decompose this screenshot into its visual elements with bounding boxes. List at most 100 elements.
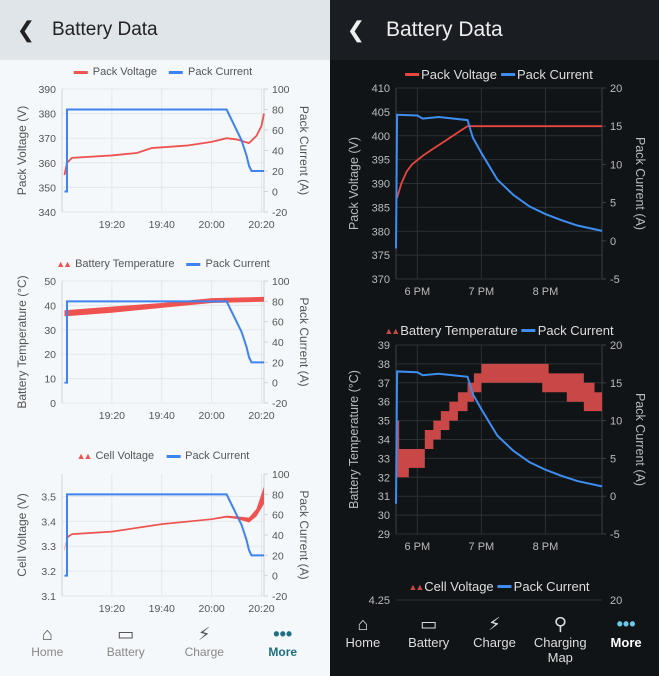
bottom-nav: ⌂ Home ▭ Battery ⚡ Charge ⚲ Charging Map ••• More <box>330 604 659 676</box>
lightning-icon: ⚡ <box>197 624 211 644</box>
y-tick-label: 400 <box>372 131 390 143</box>
legend-label: Pack Current <box>537 323 614 338</box>
x-tick-label: 7 PM <box>469 541 495 553</box>
x-tick-label: 8 PM <box>533 541 559 553</box>
x-tick-label: 19:40 <box>149 603 175 615</box>
voltage-line <box>396 125 602 199</box>
page-title: Battery Data <box>386 18 503 41</box>
y2-axis-label: Pack Current (A) <box>633 137 647 230</box>
nav-item-more[interactable]: ••• More <box>244 614 323 676</box>
y2-tick-label: 60 <box>272 510 284 522</box>
nav-item-charging-map[interactable]: ⚲ Charging Map <box>527 604 593 676</box>
y-axis-label: Cell Voltage (V) <box>15 493 29 576</box>
battery-icon: ▭ <box>420 614 438 634</box>
y-tick-label: 33 <box>378 453 390 465</box>
x-tick-label: 6 PM <box>405 286 431 298</box>
x-tick-label: 20:00 <box>198 219 224 231</box>
y2-tick-label: 20 <box>272 166 284 178</box>
chart-legend: ▲▲ Battery Temperature Pack Current <box>384 323 613 338</box>
y-tick-label: 3.3 <box>41 541 56 553</box>
chevron-left-icon[interactable]: ❮ <box>346 17 366 42</box>
y2-axis-label: Pack Current (A) <box>297 490 311 579</box>
nav-label: Charging Map <box>533 635 587 665</box>
y2-tick-label: 20 <box>610 83 622 95</box>
legend-line-marker <box>497 585 512 588</box>
y-tick-label: 375 <box>372 250 390 262</box>
legend-area-marker: ▲▲ <box>56 259 72 269</box>
legend-label: Pack Current <box>517 67 593 82</box>
y-tick-label: 370 <box>372 274 390 286</box>
nav-item-battery[interactable]: ▭ Battery <box>396 604 462 676</box>
y-tick-label: 370 <box>38 133 56 145</box>
y2-tick-label: 80 <box>272 296 284 308</box>
legend-item[interactable]: Pack Current <box>521 323 614 338</box>
nav-item-home[interactable]: ⌂ Home <box>330 604 396 676</box>
y-axis-label: Battery Temperature (°C) <box>347 370 361 509</box>
y-tick-label: 360 <box>38 158 56 170</box>
y2-tick-label: 0 <box>610 236 616 248</box>
legend-label: Pack Current <box>205 258 270 270</box>
y-tick-label: 30 <box>44 325 56 337</box>
y-tick-label: 380 <box>372 226 390 238</box>
legend-item[interactable]: ▲▲ Cell Voltage <box>77 450 155 462</box>
y2-tick-label: 0 <box>610 491 616 503</box>
nav-item-charge[interactable]: ⚡ Charge <box>165 614 244 676</box>
y-tick-label: 390 <box>38 84 56 96</box>
y-tick-label: 34 <box>378 435 390 447</box>
legend-label: Cell Voltage <box>424 579 494 594</box>
y2-tick-label: -20 <box>272 398 287 410</box>
nav-item-charge[interactable]: ⚡ Charge <box>462 604 528 676</box>
nav-item-home[interactable]: ⌂ Home <box>8 614 87 676</box>
legend-label: Pack Current <box>185 450 250 462</box>
temperature-band <box>397 363 602 478</box>
legend-item[interactable]: ▲▲ Battery Temperature <box>56 258 174 270</box>
nav-item-more[interactable]: ••• More <box>593 604 659 676</box>
voltage-line <box>63 113 265 176</box>
y2-tick-label: 20 <box>610 340 622 352</box>
y2-tick-label: 40 <box>272 530 284 542</box>
nav-item-battery[interactable]: ▭ Battery <box>87 614 166 676</box>
pack-current-line <box>64 493 264 577</box>
y2-tick-label: 80 <box>272 105 284 117</box>
y-axis-label: Battery Temperature (°C) <box>15 275 29 408</box>
legend-line-marker <box>405 73 420 76</box>
home-icon: ⌂ <box>357 614 369 634</box>
y-tick-label: 350 <box>38 182 56 194</box>
chevron-left-icon[interactable]: ❮ <box>16 17 36 42</box>
y-tick-label: 50 <box>44 276 56 288</box>
legend-item[interactable]: ▲▲ Battery Temperature <box>384 323 517 338</box>
legend-area-marker: ▲▲ <box>408 581 424 592</box>
legend-item[interactable]: Pack Current <box>166 450 249 462</box>
pack-current-line <box>64 108 264 193</box>
legend-item[interactable]: ▲▲ Cell Voltage <box>408 579 493 594</box>
legend-line-marker <box>169 70 184 74</box>
y-tick-label: 410 <box>372 83 390 95</box>
legend-item[interactable]: Pack Current <box>186 258 270 270</box>
y-tick-label: 30 <box>378 510 390 522</box>
legend-item[interactable]: Pack Voltage <box>405 67 497 82</box>
legend-item[interactable]: Pack Voltage <box>73 66 158 78</box>
legend-item[interactable]: Pack Current <box>501 67 593 82</box>
y-tick-label: 3.2 <box>41 566 56 578</box>
nav-label: More <box>610 635 642 650</box>
chart-0: 370 375 380 385 390 395 400 405 410 -5 0 5 10 15 20 6 P… <box>347 83 647 298</box>
legend-label: Pack Current <box>513 579 590 594</box>
legend-item[interactable]: Pack Current <box>169 66 252 78</box>
y2-tick-label: -20 <box>272 591 287 603</box>
y2-tick-label: 80 <box>272 489 284 501</box>
y-tick-label: 36 <box>378 397 390 409</box>
y2-tick-label: 100 <box>272 469 290 481</box>
legend-label: Battery Temperature <box>400 323 518 338</box>
legend-label: Pack Voltage <box>92 66 158 78</box>
legend-line-marker <box>501 73 516 76</box>
x-tick-label: 20:00 <box>198 603 224 615</box>
x-tick-label: 8 PM <box>533 286 559 298</box>
more-dots-icon: ••• <box>616 614 636 634</box>
chart-legend: ▲▲ Cell Voltage Pack Current <box>408 579 589 594</box>
pack-current-line <box>395 113 603 249</box>
y2-tick-label: 60 <box>272 317 284 329</box>
legend-item[interactable]: Pack Current <box>497 579 590 594</box>
y-tick-label: 20 <box>44 349 56 361</box>
